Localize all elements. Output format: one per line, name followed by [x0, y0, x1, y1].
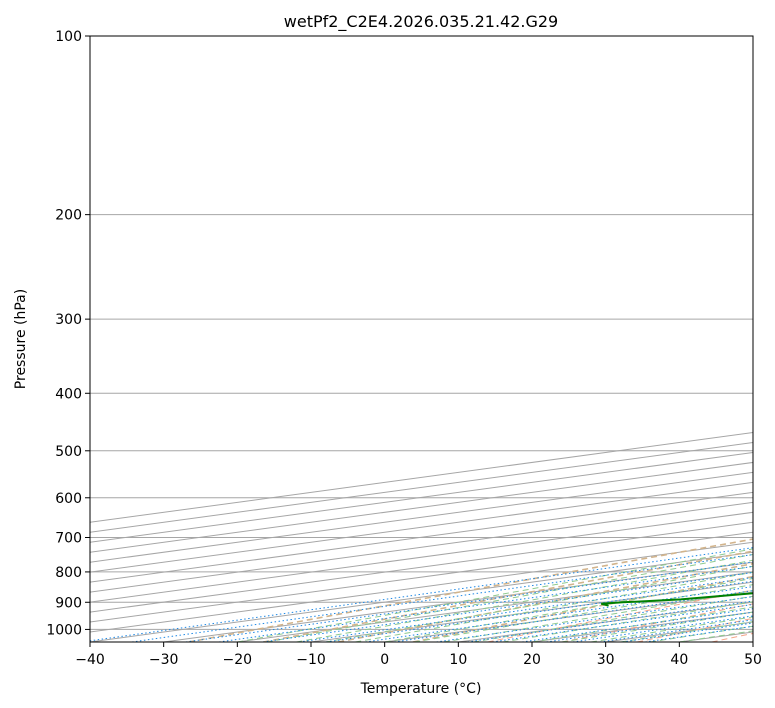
mixing-ratio-line — [131, 554, 753, 642]
isotherm-line — [90, 461, 753, 553]
x-tick-label: 50 — [744, 652, 762, 668]
y-tick-label: 1000 — [46, 622, 82, 638]
axes: −40 −30 −20 −10 0 10 20 30 40 50 1000 900 800 700 600 5… — [46, 29, 762, 668]
y-tick-label: 900 — [55, 595, 82, 611]
isotherm-line — [90, 451, 753, 543]
x-tick-label: −10 — [296, 652, 326, 668]
y-tick-label: 100 — [55, 29, 82, 45]
dry-adiabat-line — [412, 575, 753, 642]
x-tick-label: 0 — [380, 652, 389, 668]
x-tick-label: 40 — [670, 652, 688, 668]
y-tick-label: 700 — [55, 531, 82, 547]
dry-adiabat-line — [338, 562, 753, 642]
chart-title: wetPf2_C2E4.2026.035.21.42.G29 — [284, 12, 558, 32]
mixing-ratio-line — [90, 547, 753, 642]
y-tick-label: 400 — [55, 386, 82, 402]
x-tick-label: −20 — [223, 652, 253, 668]
x-tick-label: −30 — [149, 652, 179, 668]
isotherm-line — [90, 531, 753, 623]
moist-adiabat-line — [266, 553, 753, 642]
x-tick-label: −40 — [75, 652, 105, 668]
mixing-ratio-line — [546, 611, 753, 642]
y-tick-label: 300 — [55, 312, 82, 328]
y-axis-label: Pressure (hPa) — [13, 289, 29, 389]
isotherm-line — [90, 521, 753, 613]
isotherm-line — [90, 501, 753, 593]
y-tick-label: 800 — [55, 565, 82, 581]
y-tick-label: 500 — [55, 444, 82, 460]
y-tick-label: 200 — [55, 208, 82, 224]
moist-adiabat-line — [473, 595, 753, 642]
moist-adiabat-line — [414, 584, 753, 642]
plot-area: 0.10.20.40.611.52346810131620253036-100-… — [90, 36, 753, 642]
x-tick-label: 30 — [597, 652, 615, 668]
isotherm-line — [90, 491, 753, 583]
dry-adiabat-line — [188, 538, 753, 642]
mixing-ratio-line — [572, 615, 753, 642]
y-tick-label: 600 — [55, 491, 82, 507]
mixing-ratio-line — [185, 561, 753, 642]
moist-adiabat-line — [355, 571, 753, 642]
moist-adiabat-line — [502, 601, 753, 642]
isotherm-line — [90, 481, 753, 573]
isotherm-line — [90, 511, 753, 603]
x-axis-label: Temperature (°C) — [360, 681, 482, 697]
mixing-ratio-line — [492, 603, 753, 642]
moist-adiabat-line — [443, 590, 753, 642]
mixing-ratio-line — [522, 608, 753, 642]
isotherm-line — [90, 471, 753, 563]
x-tick-label: 20 — [523, 652, 541, 668]
plot-frame — [89, 35, 754, 643]
x-tick-label: 10 — [449, 652, 467, 668]
moist-adiabat-line — [384, 577, 753, 642]
